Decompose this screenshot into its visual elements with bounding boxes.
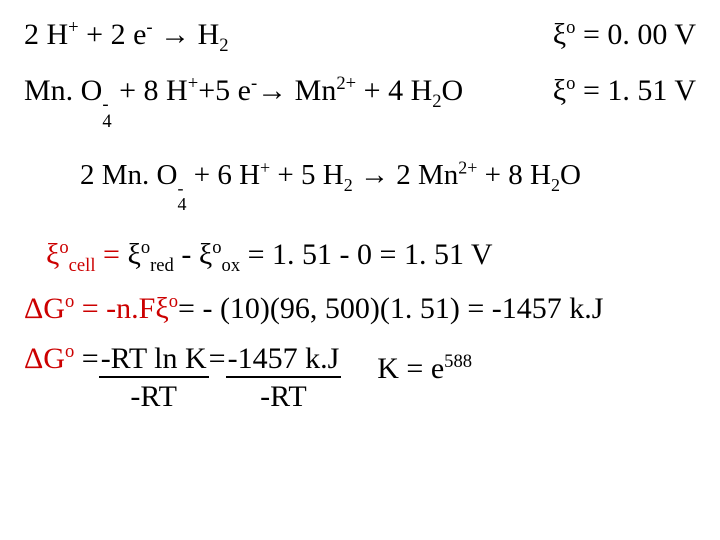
fraction-value: -1457 k.J -RT xyxy=(226,344,342,412)
half-reaction-2-lhs: Mn. O-4 + 8 H++5 e-→ Mn2+ + 4 H2O xyxy=(24,76,463,131)
delta-g-symbol: ΔGo xyxy=(24,342,74,375)
potential-value: = 1. 51 V xyxy=(575,74,696,107)
cell-potential-lhs: ξocell = xyxy=(46,238,127,271)
fraction-rtlnk: -RT ln K -RT xyxy=(99,344,209,412)
overall-reaction: 2 Mn. O-4 + 6 H+ + 5 H2 → 2 Mn2+ + 8 H2O xyxy=(80,161,696,212)
cell-potential-mid: ξored - ξoox xyxy=(127,238,240,271)
half-reaction-2: Mn. O-4 + 8 H++5 e-→ Mn2+ + 4 H2O ξo = 1… xyxy=(24,76,696,131)
cell-potential-calc: = 1. 51 - 0 = 1. 51 V xyxy=(240,238,492,271)
equals-text-2: = xyxy=(209,344,226,374)
equals-text: = xyxy=(74,342,98,375)
xi-symbol: ξo xyxy=(553,18,576,51)
delta-g-rtlnk-line: ΔGo = -RT ln K -RT = -1457 k.J -RT K = e… xyxy=(24,344,696,412)
numerator-value: -1457 k.J xyxy=(226,344,342,378)
k-result: K = e588 xyxy=(377,344,472,384)
delta-g-nfe-line: ΔGo = -n.Fξo= - (10)(96, 500)(1. 51) = -… xyxy=(24,294,696,324)
delta-g-nfe-calc: = - (10)(96, 500)(1. 51) = -1457 k.J xyxy=(178,292,603,325)
half-reaction-1-lhs: 2 H+ + 2 e- → H2 xyxy=(24,20,229,50)
half-reaction-1-potential: ξo = 0. 00 V xyxy=(553,20,696,50)
delta-g-nfe-lhs: ΔGo = -n.Fξo xyxy=(24,292,178,325)
potential-value: = 0. 00 V xyxy=(575,18,696,51)
numerator-rtlnk: -RT ln K xyxy=(99,344,209,378)
xi-symbol: ξo xyxy=(553,74,576,107)
denominator-rt-1: -RT xyxy=(99,378,209,412)
half-reaction-2-potential: ξo = 1. 51 V xyxy=(553,76,696,106)
cell-potential-line: ξocell = ξored - ξoox = 1. 51 - 0 = 1. 5… xyxy=(46,240,696,270)
denominator-rt-2: -RT xyxy=(226,378,342,412)
half-reaction-1: 2 H+ + 2 e- → H2 ξo = 0. 00 V xyxy=(24,20,696,50)
